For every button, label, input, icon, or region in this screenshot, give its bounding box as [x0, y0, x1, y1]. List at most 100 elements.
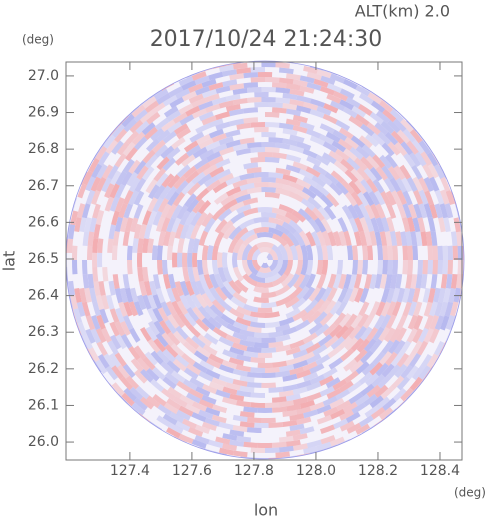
- radar-cell: [240, 229, 256, 242]
- radar-cell: [178, 313, 191, 328]
- radar-cell: [211, 414, 227, 424]
- x-unit: (deg): [454, 486, 486, 500]
- radar-cell: [354, 179, 367, 195]
- radar-cell: [377, 260, 383, 275]
- radar-cell: [250, 402, 265, 409]
- radar-cell: [405, 274, 413, 289]
- radar-cell: [282, 409, 298, 417]
- radar-cell: [403, 352, 416, 367]
- radar-cell: [285, 346, 301, 356]
- radar-cell: [275, 223, 291, 236]
- radar-cell: [348, 115, 364, 128]
- radar-cell: [163, 231, 171, 247]
- radar-field: [65, 60, 465, 460]
- radar-cell: [174, 281, 184, 297]
- radar-cell: [217, 298, 233, 312]
- radar-cell: [268, 137, 284, 144]
- x-tick-label: 127.8: [234, 463, 274, 479]
- radar-cell: [420, 151, 433, 166]
- radar-cell: [144, 154, 158, 169]
- radar-cell: [346, 245, 353, 260]
- radar-cell: [303, 101, 319, 111]
- radar-cell: [228, 108, 244, 117]
- radar-cell: [320, 218, 333, 234]
- radar-cell: [120, 376, 134, 391]
- radar-cell: [316, 260, 323, 275]
- radar-cell: [201, 89, 217, 99]
- radar-cell: [215, 121, 231, 131]
- radar-cell: [147, 294, 157, 310]
- radar-cell: [246, 346, 262, 353]
- radar-cell: [341, 325, 355, 340]
- radar-cell: [198, 409, 214, 420]
- radar-cell: [303, 409, 319, 419]
- radar-cell: [289, 99, 305, 107]
- radar-cell: [190, 224, 201, 240]
- radar-cell: [332, 378, 348, 391]
- radar-cell: [211, 377, 227, 387]
- radar-cell: [338, 336, 353, 350]
- radar-cell: [291, 209, 306, 223]
- radar-cell: [199, 359, 215, 371]
- radar-cell: [450, 301, 459, 317]
- radar-cell: [246, 325, 262, 333]
- radar-cell: [136, 252, 143, 268]
- radar-cell: [164, 344, 179, 358]
- radar-cell: [107, 238, 114, 253]
- radar-cell: [168, 273, 177, 289]
- radar-cell: [325, 131, 341, 143]
- radar-cell: [197, 260, 204, 276]
- radar-cell: [445, 328, 452, 342]
- radar-cell: [330, 100, 346, 112]
- radar-cell: [139, 110, 155, 124]
- radar-cell: [167, 314, 180, 329]
- radar-cell: [412, 217, 421, 233]
- radar-cell: [155, 332, 169, 348]
- radar-cell: [171, 370, 186, 384]
- radar-cell: [394, 363, 408, 378]
- radar-cell: [318, 173, 333, 186]
- radar-cell: [111, 382, 125, 397]
- radar-cell: [362, 191, 375, 207]
- radar-cell: [234, 227, 249, 241]
- radar-cell: [350, 191, 363, 206]
- radar-cell: [250, 66, 265, 73]
- radar-cell: [243, 162, 259, 170]
- radar-cell: [306, 353, 322, 365]
- radar-cell: [109, 183, 120, 199]
- radar-cell: [328, 357, 344, 370]
- radar-cell: [232, 143, 248, 152]
- radar-cell: [379, 351, 392, 366]
- radar-cell: [261, 262, 269, 268]
- radar-cell: [265, 367, 280, 373]
- radar-cell: [85, 315, 96, 331]
- radar-cell: [161, 119, 176, 132]
- radar-cell: [396, 189, 407, 205]
- radar-cell: [362, 260, 369, 275]
- radar-cell: [357, 191, 369, 207]
- radar-cell: [172, 191, 186, 207]
- radar-cell: [161, 388, 176, 401]
- radar-cell: [292, 349, 308, 359]
- radar-cell: [301, 198, 316, 211]
- radar-cell: [385, 351, 398, 366]
- radar-cell: [282, 326, 298, 336]
- radar-cell: [423, 328, 435, 344]
- radar-cell: [233, 62, 248, 70]
- radar-cell: [120, 171, 133, 187]
- radar-cell: [208, 82, 224, 91]
- radar-cell: [250, 156, 265, 163]
- radar-cell: [82, 231, 90, 246]
- radar-cell: [375, 396, 391, 410]
- radar-cell: [297, 208, 313, 222]
- radar-cell: [364, 274, 372, 290]
- radar-cell: [239, 385, 255, 393]
- radar-cell: [250, 122, 265, 128]
- radar-cell: [417, 260, 423, 275]
- radar-cell: [91, 315, 101, 330]
- radar-cell: [195, 188, 210, 202]
- radar-cell: [68, 224, 76, 240]
- radar-cell: [358, 301, 370, 317]
- radar-cell: [136, 357, 150, 372]
- radar-cell: [82, 260, 88, 275]
